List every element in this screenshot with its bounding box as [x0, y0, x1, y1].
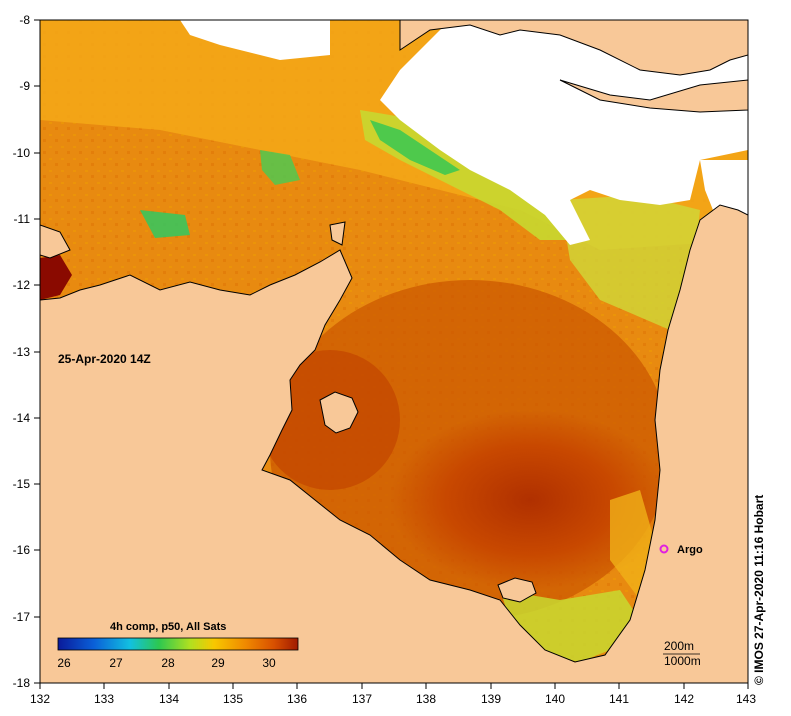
sst-colour-legend: 4h comp, p50, All Sats 26 27 28 29 30 [57, 621, 299, 670]
lon-tick-label: 134 [159, 692, 179, 706]
land-new-guinea [399, 20, 748, 76]
legend-title: 4h comp, p50, All Sats [110, 621, 226, 633]
land-mainland [40, 204, 748, 683]
lon-tick-label: 135 [223, 692, 243, 706]
depth-contour-legend: 200m 1000m [663, 639, 701, 668]
land-island-gove [329, 221, 346, 246]
lon-tick-label: 132 [30, 692, 50, 706]
longitude-axis: 132 133 134 135 136 137 138 139 140 141 … [30, 683, 756, 706]
lon-tick-label: 142 [674, 692, 694, 706]
legend-colour-bar [57, 637, 299, 651]
depth-label-200m: 200m [664, 639, 694, 653]
legend-tick-label: 27 [109, 656, 123, 670]
land-groote-eylandt [319, 391, 359, 434]
lon-tick-label: 143 [736, 692, 756, 706]
lon-tick-label: 136 [287, 692, 307, 706]
land-new-guinea-south [559, 79, 748, 113]
lat-tick-label: -10 [13, 146, 31, 160]
lat-tick-label: -15 [13, 477, 31, 491]
argo-marker[interactable]: Argo [659, 544, 703, 556]
green-patch-north [370, 120, 460, 175]
lat-tick-label: -17 [13, 610, 31, 624]
lon-tick-label: 141 [609, 692, 629, 706]
no-data-north [380, 20, 748, 245]
lat-tick-label: -18 [13, 676, 31, 690]
argo-float-icon[interactable] [659, 544, 669, 554]
argo-label: Argo [677, 544, 703, 556]
lon-tick-label: 139 [481, 692, 501, 706]
timestamp-label: 25-Apr-2020 14Z [58, 352, 151, 366]
cool-east-coast [560, 195, 700, 330]
map-area [40, 20, 748, 683]
credit-label: © IMOS 27-Apr-2020 11:16 Hobart [752, 494, 766, 685]
green-patch-west [260, 150, 300, 185]
lat-tick-label: -9 [19, 79, 30, 93]
depth-label-1000m: 1000m [664, 654, 701, 668]
land-nw-coast [40, 224, 71, 259]
hot-patch-sw [40, 255, 72, 300]
lat-tick-label: -13 [13, 345, 31, 359]
hot-core [390, 410, 670, 590]
green-patch-small [140, 210, 190, 238]
lat-tick-label: -12 [13, 278, 31, 292]
lat-tick-label: -11 [14, 212, 31, 226]
no-data-nw [180, 20, 330, 60]
no-data-e [700, 160, 748, 225]
legend-tick-label: 28 [161, 656, 175, 670]
land-mornington-island [497, 577, 537, 603]
lon-tick-label: 133 [94, 692, 114, 706]
legend-tick-label: 26 [57, 656, 71, 670]
legend-tick-label: 29 [211, 656, 225, 670]
lat-tick-label: -14 [13, 411, 31, 425]
latitude-axis: -8 -9 -10 -11 -12 -13 -14 -15 -16 -17 -1… [13, 13, 40, 690]
lon-tick-label: 137 [352, 692, 372, 706]
lon-tick-label: 140 [545, 692, 565, 706]
lat-tick-label: -16 [13, 543, 31, 557]
lon-tick-label: 138 [416, 692, 436, 706]
lat-tick-label: -8 [19, 13, 30, 27]
legend-tick-label: 30 [262, 656, 276, 670]
